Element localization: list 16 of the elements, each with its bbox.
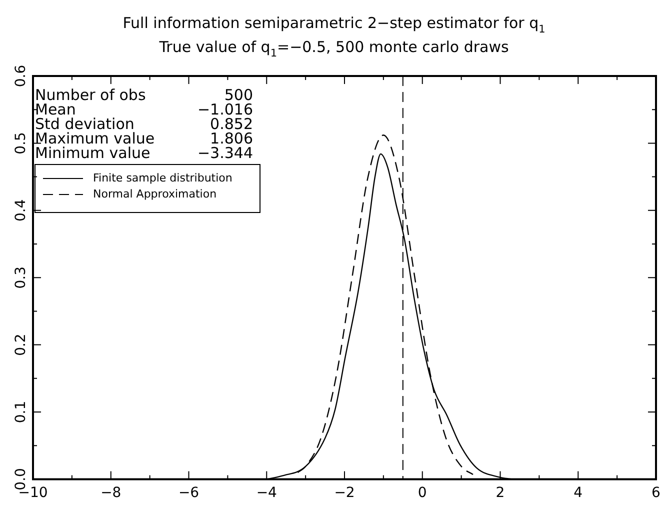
x-tick-label: 6 [652,485,661,502]
y-tick-label: 0.2 [13,334,29,356]
y-tick-label: 0.5 [13,132,29,154]
legend-label: Normal Approximation [93,187,217,200]
x-tick-label: −8 [100,485,122,502]
x-tick-label: −2 [334,485,355,502]
x-tick-label: 2 [496,485,505,502]
y-tick-label: 0.1 [13,400,29,424]
x-tick-label: −4 [256,485,278,502]
y-tick-label: 0.6 [13,64,29,88]
x-tick-label: −6 [178,485,200,502]
y-tick-label: 0.4 [13,199,29,222]
y-tick-label: 0.3 [13,266,29,289]
x-tick-label: 0 [418,485,427,502]
legend-label: Finite sample distribution [93,171,232,184]
x-tick-label: 4 [574,485,583,502]
